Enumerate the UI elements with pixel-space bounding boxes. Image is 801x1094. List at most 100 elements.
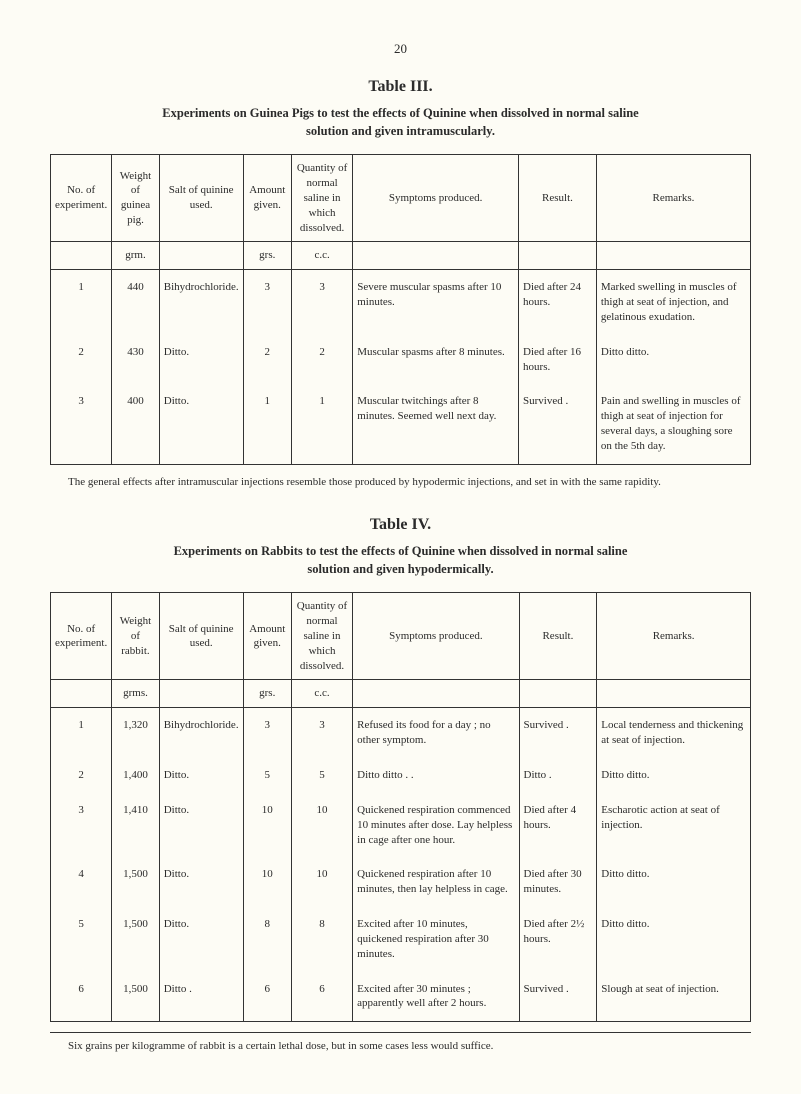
table3-title-line2: solution and given intramuscularly. <box>306 124 495 138</box>
unit-blank <box>353 680 519 708</box>
table4: No. of experiment. Weight of rabbit. Sal… <box>50 592 751 1022</box>
cell: 400 <box>112 384 160 464</box>
unit-blank <box>159 242 243 270</box>
table-row: 31,410Ditto.1010Quickened respiration co… <box>51 793 751 858</box>
cell: Quickened respiration after 10 minutes, … <box>353 857 519 907</box>
cell: Local tenderness and thickening at seat … <box>597 708 751 758</box>
cell: Refused its food for a day ; no other sy… <box>353 708 519 758</box>
th-amount: Amount given. <box>243 593 291 680</box>
cell: 6 <box>51 972 112 1022</box>
cell: Ditto . <box>159 972 243 1022</box>
table-row: 51,500Ditto.88Excited after 10 minutes, … <box>51 907 751 972</box>
cell: Ditto. <box>159 793 243 858</box>
cell: Excited after 10 minutes, quickened resp… <box>353 907 519 972</box>
cell: 440 <box>112 270 160 335</box>
cell: 430 <box>112 335 160 385</box>
table-row: 41,500Ditto.1010Quickened respiration af… <box>51 857 751 907</box>
unit-blank <box>353 242 519 270</box>
cell: Died after 16 hours. <box>519 335 597 385</box>
cell: 2 <box>51 335 112 385</box>
cell: 6 <box>291 972 352 1022</box>
cell: 2 <box>51 758 112 793</box>
cell: 1 <box>243 384 291 464</box>
cell: 1 <box>291 384 352 464</box>
cell: 10 <box>291 857 352 907</box>
cell: 5 <box>243 758 291 793</box>
th-salt: Salt of quinine used. <box>159 155 243 242</box>
cell: Ditto. <box>159 907 243 972</box>
cell: 1,500 <box>112 857 159 907</box>
cell: 5 <box>291 758 352 793</box>
cell: 3 <box>243 708 291 758</box>
cell: Quickened respiration commenced 10 minut… <box>353 793 519 858</box>
cell: Survived . <box>519 708 597 758</box>
cell: 3 <box>243 270 291 335</box>
cell: 2 <box>291 335 352 385</box>
page-number: 20 <box>50 40 751 58</box>
th-remarks: Remarks. <box>597 593 751 680</box>
cell: 1 <box>51 270 112 335</box>
table-row: 11,320Bihydrochloride.33Refused its food… <box>51 708 751 758</box>
cell: Excited after 30 minutes ; apparently we… <box>353 972 519 1022</box>
unit-blank <box>51 680 112 708</box>
cell: Died after 4 hours. <box>519 793 597 858</box>
cell: 3 <box>291 708 352 758</box>
cell: 10 <box>243 793 291 858</box>
cell: 1,320 <box>112 708 159 758</box>
cell: Ditto. <box>159 335 243 385</box>
cell: 10 <box>243 857 291 907</box>
cell: 1,500 <box>112 907 159 972</box>
cell: 4 <box>51 857 112 907</box>
table4-title-line2: solution and given hypodermically. <box>307 562 493 576</box>
cell: Bihydrochloride. <box>159 708 243 758</box>
th-remarks: Remarks. <box>596 155 750 242</box>
th-no: No. of experiment. <box>51 593 112 680</box>
th-amount: Amount given. <box>243 155 291 242</box>
cell: Ditto . <box>519 758 597 793</box>
th-weight: Weight of guinea pig. <box>112 155 160 242</box>
cell: 8 <box>291 907 352 972</box>
cell: 1,500 <box>112 972 159 1022</box>
cell: Ditto ditto. <box>596 335 750 385</box>
cell: 1,400 <box>112 758 159 793</box>
cell: 1,410 <box>112 793 159 858</box>
table3-note: The general effects after intramuscular … <box>68 475 751 490</box>
unit-weight: grm. <box>112 242 160 270</box>
cell: 1 <box>51 708 112 758</box>
th-result: Result. <box>519 593 597 680</box>
cell: Escharotic action at seat of injection. <box>597 793 751 858</box>
cell: Muscular twitchings after 8 minutes. See… <box>353 384 519 464</box>
table-row: 61,500Ditto .66Excited after 30 minutes … <box>51 972 751 1022</box>
unit-blank <box>519 680 597 708</box>
unit-qty: c.c. <box>291 242 352 270</box>
table3: No. of experiment. Weight of guinea pig.… <box>50 154 751 465</box>
cell: 8 <box>243 907 291 972</box>
cell: 3 <box>291 270 352 335</box>
cell: Marked swelling in muscles of thigh at s… <box>596 270 750 335</box>
cell: Survived . <box>519 972 597 1022</box>
th-symptoms: Symptoms produced. <box>353 593 519 680</box>
cell: Bihydrochloride. <box>159 270 243 335</box>
cell: Ditto. <box>159 857 243 907</box>
cell: Ditto ditto. <box>597 758 751 793</box>
cell: Slough at seat of injection. <box>597 972 751 1022</box>
cell: Ditto. <box>159 758 243 793</box>
table3-label: Table III. <box>50 76 751 98</box>
table4-label: Table IV. <box>50 514 751 536</box>
cell: Died after 30 minutes. <box>519 857 597 907</box>
unit-weight: grms. <box>112 680 159 708</box>
unit-amount: grs. <box>243 242 291 270</box>
cell: 3 <box>51 384 112 464</box>
table-row: 1440Bihydrochloride.33Severe muscular sp… <box>51 270 751 335</box>
cell: Muscular spasms after 8 minutes. <box>353 335 519 385</box>
table4-title-line1: Experiments on Rabbits to test the effec… <box>174 544 628 558</box>
table-row: 2430Ditto.22Muscular spasms after 8 minu… <box>51 335 751 385</box>
cell: 6 <box>243 972 291 1022</box>
th-no: No. of experiment. <box>51 155 112 242</box>
cell: Ditto ditto . . <box>353 758 519 793</box>
table-row: 3400Ditto.11Muscular twitchings after 8 … <box>51 384 751 464</box>
cell: Pain and swelling in muscles of thigh at… <box>596 384 750 464</box>
th-result: Result. <box>519 155 597 242</box>
cell: 5 <box>51 907 112 972</box>
unit-blank <box>597 680 751 708</box>
